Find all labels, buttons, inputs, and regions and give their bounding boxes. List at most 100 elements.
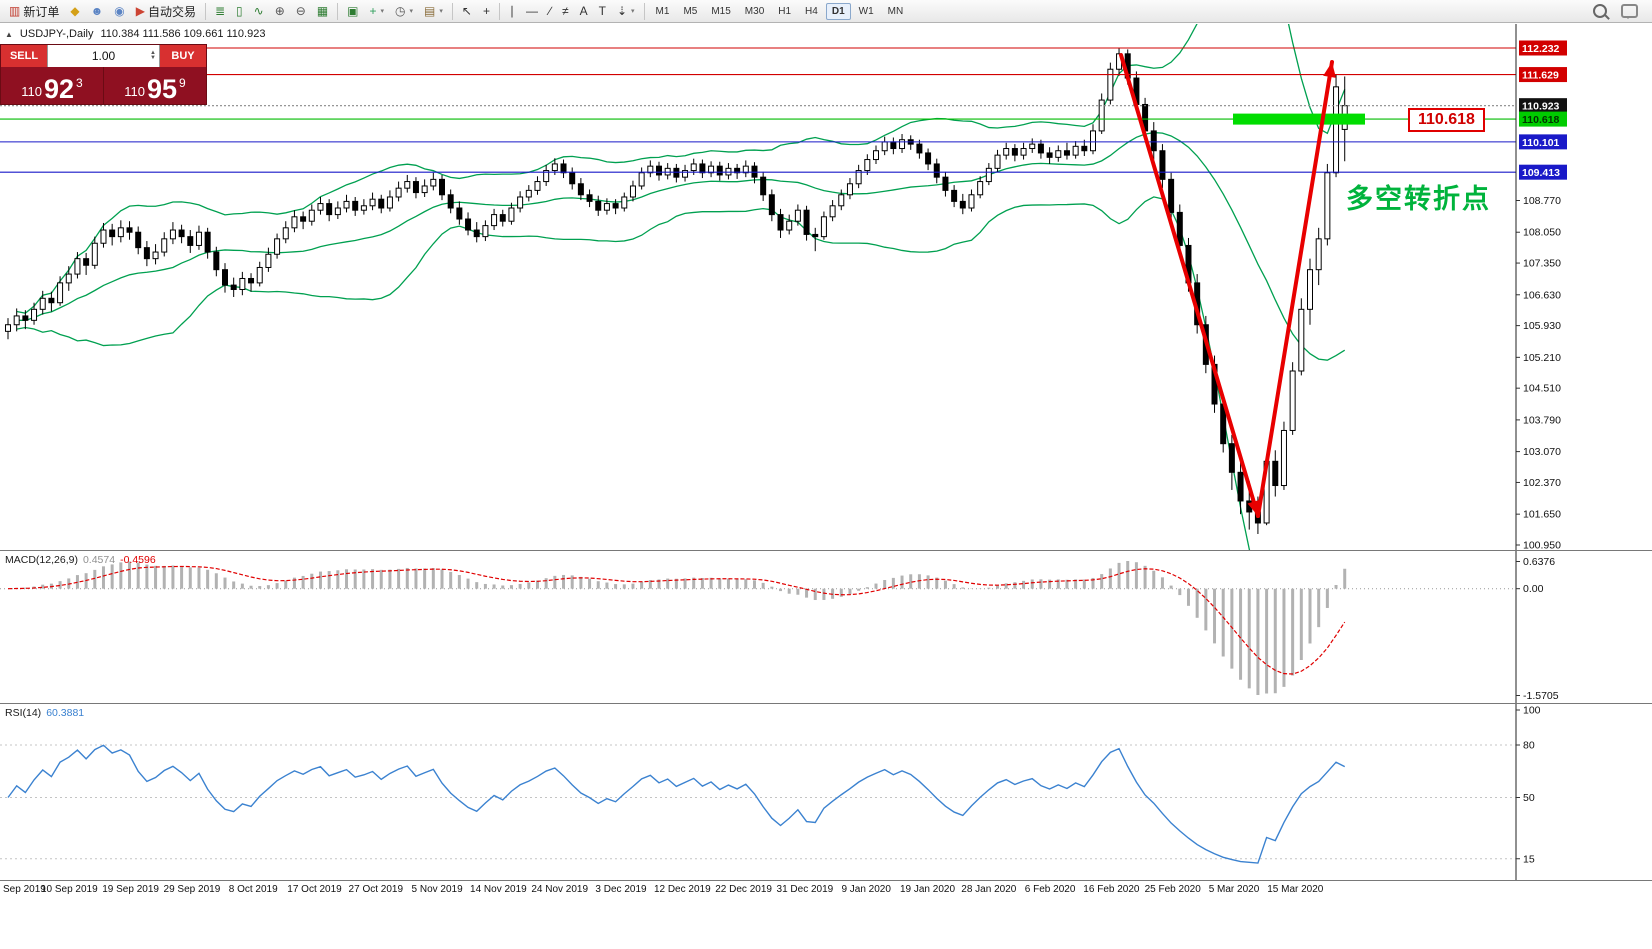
fibonacci-button[interactable]: ≠ xyxy=(557,1,574,22)
templates-icon: ▤ xyxy=(424,4,436,18)
svg-text:100: 100 xyxy=(1523,705,1541,717)
new-order-button-label: 新订单 xyxy=(23,4,60,19)
date-label: 14 Nov 2019 xyxy=(470,884,527,895)
autotrading-icon: ▶ xyxy=(135,4,145,18)
svg-text:106.630: 106.630 xyxy=(1523,289,1561,301)
chart-title: ▲ USDJPY-,Daily 110.384 111.586 109.661 … xyxy=(5,28,265,40)
candlestick-button[interactable]: ▯ xyxy=(231,1,248,22)
community-button[interactable]: ◉ xyxy=(109,1,129,22)
macd-svg[interactable]: 0.6376 0.00 -1.5705 xyxy=(0,551,1652,703)
chart-ohlc-values: 110.384 111.586 109.661 110.923 xyxy=(100,28,266,40)
date-label: 9 Jan 2020 xyxy=(841,884,891,895)
svg-text:110.618: 110.618 xyxy=(1522,114,1560,126)
arrows-button[interactable]: ⇣ ▾ xyxy=(612,1,640,22)
date-label: 12 Dec 2019 xyxy=(653,884,711,895)
label-button[interactable]: T xyxy=(594,1,611,22)
main-chart-svg[interactable]: 112.232111.629110.923110.618110.101109.4… xyxy=(0,24,1652,550)
volume-input[interactable]: 1.00 ▲ ▼ xyxy=(47,45,160,67)
rsi-svg[interactable]: 100 80 50 15 xyxy=(0,704,1652,880)
toolbar-divider xyxy=(451,2,453,20)
macd-value: 0.4574 xyxy=(82,554,116,566)
crosshair-icon: + xyxy=(482,4,490,18)
date-label: 5 Mar 2020 xyxy=(1208,884,1260,895)
timeframe-m30[interactable]: M30 xyxy=(744,5,765,17)
svg-text:15: 15 xyxy=(1523,853,1535,865)
svg-text:108.770: 108.770 xyxy=(1523,195,1561,207)
profiles-button[interactable]: ☻ xyxy=(86,1,109,22)
timeframe-h1[interactable]: H1 xyxy=(778,5,792,17)
autotrading-button[interactable]: ▶ 自动交易 xyxy=(131,1,201,22)
zoom-in-button[interactable]: ⊕ xyxy=(270,1,290,22)
text-icon: A xyxy=(579,4,588,18)
date-label: 19 Jan 2020 xyxy=(899,884,956,895)
charts-button[interactable]: ◆ xyxy=(65,1,84,22)
date-label: 15 Mar 2020 xyxy=(1267,884,1324,895)
bar-chart-button[interactable]: ≣ xyxy=(210,1,230,22)
new-order-icon: ▥ xyxy=(9,4,21,18)
rsi-name: RSI(14) xyxy=(5,707,42,719)
charts-icon: ◆ xyxy=(70,4,80,18)
date-label: 31 Dec 2019 xyxy=(776,884,834,895)
indicators-button[interactable]: + ▾ xyxy=(365,1,390,22)
timeframe-m15[interactable]: M15 xyxy=(711,5,731,17)
main-chart-panel[interactable]: ▲ USDJPY-,Daily 110.384 111.586 109.661 … xyxy=(0,24,1652,550)
periods-button[interactable]: ◷ ▾ xyxy=(390,1,418,22)
line-chart-button[interactable]: ∿ xyxy=(249,1,269,22)
timeframe-m1[interactable]: M1 xyxy=(655,5,670,17)
svg-text:103.070: 103.070 xyxy=(1523,446,1561,458)
trendline-button[interactable]: ∕ xyxy=(544,1,556,22)
panel-divider[interactable] xyxy=(0,550,1652,551)
trendline-icon: ∕ xyxy=(548,4,551,18)
ask-price[interactable]: 110 95 9 xyxy=(104,67,206,104)
toolbar-divider xyxy=(204,2,206,20)
search-icon[interactable] xyxy=(1593,4,1607,18)
vertical-line-button[interactable]: ∣ xyxy=(504,1,520,22)
tile-windows-button[interactable]: ▣ xyxy=(342,1,363,22)
templates-button[interactable]: ▤ ▾ xyxy=(419,1,448,22)
date-axis[interactable]: Sep 2019 10 Sep 2019 19 Sep 2019 29 Sep 201… xyxy=(0,881,1652,949)
one-click-trading-panel: SELL 1.00 ▲ ▼ BUY 110 92 3 110 95 9 xyxy=(0,44,207,105)
bid-price[interactable]: 110 92 3 xyxy=(1,67,104,104)
text-button[interactable]: A xyxy=(575,1,593,22)
date-label: 28 Jan 2020 xyxy=(961,884,1017,895)
toolbar-buttons: ▥ 新订单 ◆ ☻ ◉ ▶ 自动交易 ≣ ▯ ∿ ⊕ ⊖ ▦ ▣ + ▾ ◷ ▾ ▤ ▾ ↖ + ∣ — ∕ ≠ A T ⇣ ▾ xyxy=(4,1,640,22)
timeframe-m5[interactable]: M5 xyxy=(683,5,698,17)
buy-button[interactable]: BUY xyxy=(160,45,206,67)
svg-text:-1.5705: -1.5705 xyxy=(1523,690,1559,702)
svg-text:105.210: 105.210 xyxy=(1523,352,1561,364)
chat-icon[interactable] xyxy=(1621,4,1638,19)
date-label: Sep 2019 xyxy=(3,884,46,895)
macd-title: MACD(12,26,9) 0.4574 -0.4596 xyxy=(5,554,161,566)
panel-divider[interactable] xyxy=(0,880,1652,881)
timeframe-mn[interactable]: MN xyxy=(887,5,904,17)
vertical-line-icon: ∣ xyxy=(508,4,515,18)
line-chart-icon: ∿ xyxy=(253,4,264,18)
svg-text:108.050: 108.050 xyxy=(1523,227,1561,239)
horizontal-line-button[interactable]: — xyxy=(521,1,543,22)
price-annotation-label[interactable]: 110.618 xyxy=(1408,108,1485,132)
macd-name: MACD(12,26,9) xyxy=(5,554,78,566)
svg-text:101.650: 101.650 xyxy=(1523,509,1561,521)
timeframe-d1[interactable]: D1 xyxy=(825,2,851,20)
new-order-button[interactable]: ▥ 新订单 xyxy=(4,1,64,22)
svg-text:102.370: 102.370 xyxy=(1523,477,1561,489)
grid-button[interactable]: ▦ xyxy=(312,1,333,22)
turning-point-annotation[interactable]: 多空转折点 xyxy=(1346,184,1491,214)
grid-icon: ▦ xyxy=(316,4,329,18)
rsi-panel[interactable]: RSI(14) 60.3881 100 80 50 15 xyxy=(0,704,1652,880)
timeframe-w1[interactable]: W1 xyxy=(858,5,874,17)
zoom-out-button[interactable]: ⊖ xyxy=(291,1,311,22)
volume-stepper-icon[interactable]: ▲ ▼ xyxy=(150,50,156,61)
cursor-button[interactable]: ↖ xyxy=(457,1,477,22)
crosshair-button[interactable]: + xyxy=(478,1,495,22)
date-label: 29 Sep 2019 xyxy=(163,884,221,895)
macd-panel[interactable]: MACD(12,26,9) 0.4574 -0.4596 0.6376 0.00 -1.… xyxy=(0,551,1652,703)
sell-button[interactable]: SELL xyxy=(1,45,47,67)
tile-windows-icon: ▣ xyxy=(347,4,359,18)
toolbar: ▥ 新订单 ◆ ☻ ◉ ▶ 自动交易 ≣ ▯ ∿ ⊕ ⊖ ▦ ▣ + ▾ ◷ ▾ ▤ ▾ ↖ + ∣ — ∕ ≠ A T ⇣ ▾ M1 M5… xyxy=(0,0,1652,23)
timeframe-h4[interactable]: H4 xyxy=(805,5,818,17)
arrows-icon: ⇣ xyxy=(616,4,628,18)
svg-text:111.629: 111.629 xyxy=(1522,70,1559,82)
panel-divider[interactable] xyxy=(0,703,1652,704)
rsi-title: RSI(14) 60.3881 xyxy=(5,707,89,719)
